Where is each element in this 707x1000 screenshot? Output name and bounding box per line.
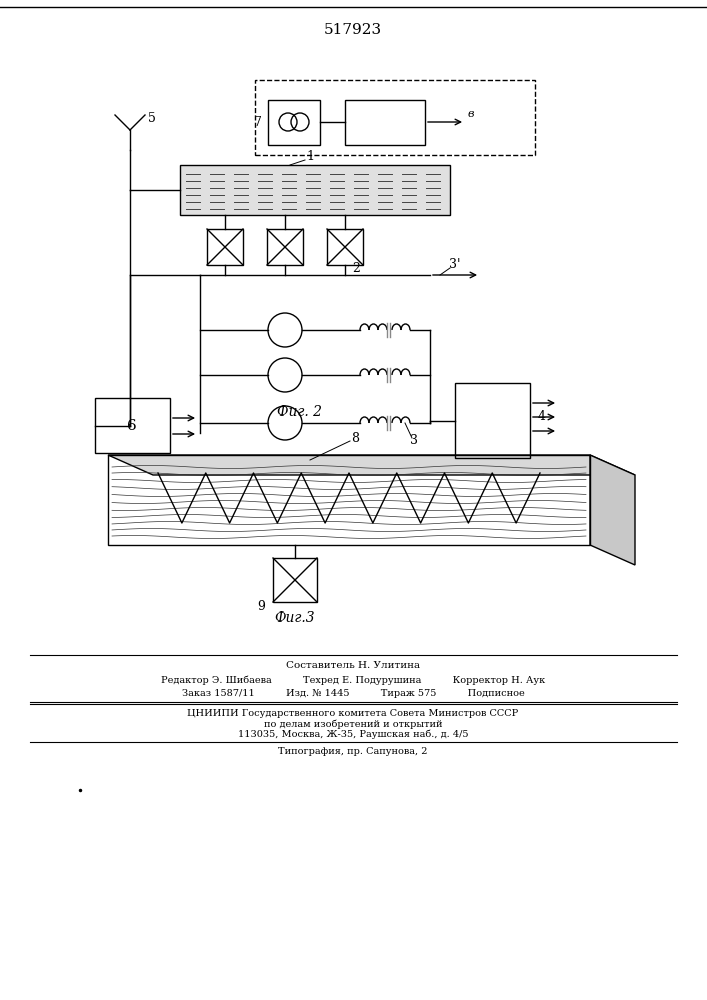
Text: Заказ 1587/11          Изд. № 1445          Тираж 575          Подписное: Заказ 1587/11 Изд. № 1445 Тираж 575 Подп… — [182, 690, 525, 698]
Text: Фиг.3: Фиг.3 — [275, 611, 315, 625]
Text: 9: 9 — [257, 600, 265, 613]
Bar — [345, 100, 425, 145]
Text: 2: 2 — [352, 262, 360, 275]
Text: 7: 7 — [254, 115, 262, 128]
Text: по делам изобретений и открытий: по делам изобретений и открытий — [264, 719, 443, 729]
Text: 6: 6 — [127, 419, 137, 433]
Bar — [273, 558, 317, 602]
Bar — [95, 398, 170, 453]
Text: Редактор Э. Шибаева          Техред Е. Подурушина          Корректор Н. Аук: Редактор Э. Шибаева Техред Е. Подурушина… — [161, 675, 545, 685]
Text: Типография, пр. Сапунова, 2: Типография, пр. Сапунова, 2 — [279, 748, 428, 756]
Bar — [327, 229, 363, 265]
Text: в: в — [468, 109, 474, 119]
Text: 5: 5 — [148, 111, 156, 124]
Text: 3': 3' — [449, 258, 461, 271]
Text: 1: 1 — [306, 150, 314, 163]
Text: 4: 4 — [538, 410, 546, 422]
Polygon shape — [108, 455, 635, 475]
Polygon shape — [590, 455, 635, 565]
Bar — [455, 383, 530, 458]
Text: 3: 3 — [410, 434, 418, 448]
Text: 8: 8 — [351, 432, 359, 444]
Bar — [267, 229, 303, 265]
Bar — [108, 455, 590, 545]
Bar — [268, 100, 320, 145]
Text: 113035, Москва, Ж-35, Раушская наб., д. 4/5: 113035, Москва, Ж-35, Раушская наб., д. … — [238, 729, 468, 739]
Bar — [207, 229, 243, 265]
Text: ЦНИИПИ Государственного комитета Совета Министров СССР: ЦНИИПИ Государственного комитета Совета … — [187, 710, 519, 718]
Bar — [180, 165, 450, 215]
Text: Фиг. 2: Фиг. 2 — [278, 405, 322, 419]
Bar — [255, 80, 535, 155]
Text: Составитель Н. Улитина: Составитель Н. Улитина — [286, 662, 420, 670]
Text: 517923: 517923 — [324, 23, 382, 37]
